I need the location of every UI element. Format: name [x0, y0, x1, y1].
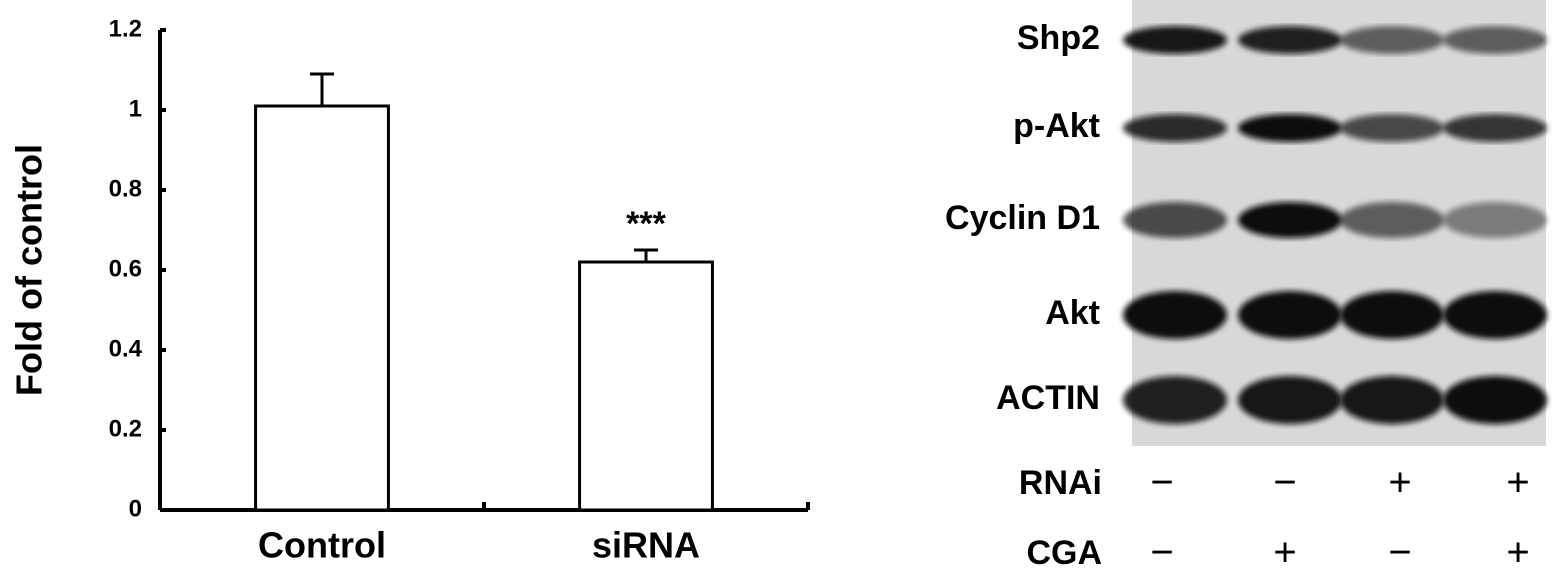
y-tick-label: 1.2: [109, 15, 142, 42]
x-tick-label: siRNA: [592, 525, 700, 566]
y-tick-label: 1: [129, 95, 142, 122]
bar: [254, 104, 390, 512]
condition-sign: −: [1273, 461, 1296, 505]
blot-row-label: ACTIN: [996, 379, 1100, 417]
condition-label: RNAi: [1019, 464, 1102, 502]
blot-band: [1340, 202, 1444, 238]
condition-sign: −: [1388, 531, 1411, 575]
significance: ***: [626, 205, 666, 243]
condition-sign: +: [1506, 461, 1529, 505]
x-tick-label: Control: [258, 525, 386, 566]
blot-band: [1123, 26, 1227, 54]
blot-band: [1238, 114, 1342, 142]
blot-row-label: p-Akt: [1013, 107, 1100, 145]
blot-band: [1443, 26, 1547, 54]
blot-band: [1340, 376, 1444, 424]
blot-band: [1238, 376, 1342, 424]
blot-band: [1340, 114, 1444, 142]
condition-sign: +: [1388, 461, 1411, 505]
condition-sign: −: [1150, 461, 1173, 505]
y-tick-label: 0.8: [109, 175, 142, 202]
y-tick-label: 0.6: [109, 255, 142, 282]
blot-band: [1123, 202, 1227, 238]
blot-band: [1443, 291, 1547, 339]
blot-band: [1123, 291, 1227, 339]
blot-band: [1443, 114, 1547, 142]
blot-band: [1340, 26, 1444, 54]
blot-row-label: Cyclin D1: [945, 199, 1100, 237]
blot-band: [1443, 376, 1547, 424]
condition-sign: −: [1150, 531, 1173, 575]
blot-band: [1340, 291, 1444, 339]
blot-row-label: Akt: [1045, 294, 1100, 332]
blot-band: [1238, 26, 1342, 54]
condition-sign: +: [1273, 531, 1296, 575]
y-tick-label: 0.4: [109, 335, 143, 362]
y-axis-label: Fold of control: [9, 144, 50, 396]
y-tick-label: 0: [129, 495, 142, 522]
blot-band: [1123, 376, 1227, 424]
error-bar: [634, 248, 658, 262]
condition-sign: +: [1506, 531, 1529, 575]
condition-label: CGA: [1026, 534, 1102, 572]
error-bar: [310, 72, 334, 106]
bar: [578, 260, 714, 512]
blot-band: [1238, 202, 1342, 238]
y-tick-label: 0.2: [109, 415, 142, 442]
blot-row-label: Shp2: [1017, 19, 1100, 57]
blot-band: [1238, 291, 1342, 339]
blot-band: [1443, 202, 1547, 238]
blot-band: [1123, 114, 1227, 142]
